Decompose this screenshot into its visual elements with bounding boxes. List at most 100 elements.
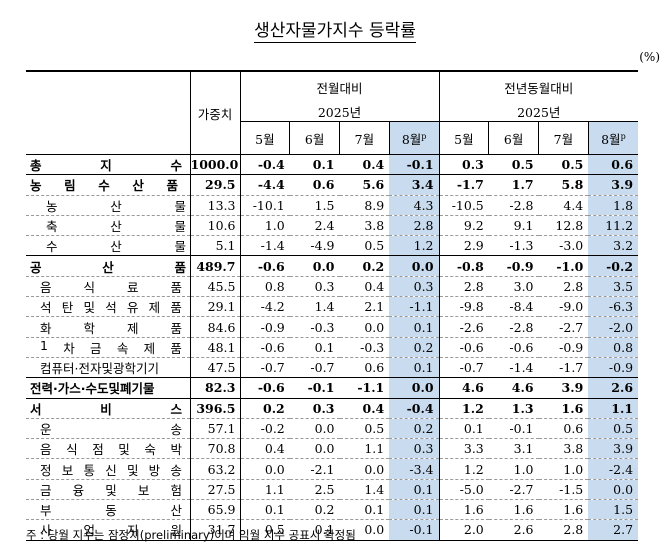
- yoy-value: 3.0: [488, 275, 539, 297]
- mom-value: 2.1: [339, 296, 390, 317]
- yoy-value: -2.7: [538, 316, 589, 338]
- mom-value: -0.1: [289, 377, 340, 399]
- table-row: 농 산 물 13.3 -10.1 1.5 8.9 4.3 -10.5 -2.8 4.4 1.8: [26, 194, 639, 216]
- row-name: 컴퓨터·전자및광학기기: [26, 356, 190, 378]
- row-weight: 48.1: [189, 336, 240, 358]
- mom-value: -0.7: [239, 356, 290, 378]
- mom-value: 0.0: [389, 255, 440, 277]
- header-month: 5월: [438, 121, 489, 155]
- mom-value: 0.4: [239, 438, 290, 459]
- yoy-value: -1.3: [488, 235, 539, 256]
- yoy-value: -9.0: [538, 296, 589, 317]
- yoy-value: -1.7: [438, 174, 489, 196]
- table-row: 운 송 57.1 -0.2 0.0 0.5 0.2 0.1 -0.1 0.6 0.5: [26, 417, 639, 439]
- mom-value: -4.9: [289, 235, 340, 256]
- mom-value: 0.5: [239, 519, 290, 541]
- yoy-value: 0.6: [538, 417, 589, 439]
- yoy-value: 0.8: [588, 336, 639, 358]
- yoy-value: 1.1: [588, 397, 639, 419]
- header-month-prelim: 8월p: [388, 121, 440, 155]
- yoy-value: 3.8: [538, 438, 589, 459]
- yoy-value: 3.9: [588, 438, 639, 459]
- yoy-value: -8.4: [488, 296, 539, 317]
- header-year-mom: 2025년: [239, 102, 440, 122]
- mom-value: 0.0: [389, 377, 440, 399]
- mom-value: 0.2: [389, 336, 440, 358]
- mom-value: 0.3: [389, 275, 440, 297]
- yoy-value: 1.6: [438, 499, 489, 520]
- yoy-value: 1.3: [488, 397, 539, 419]
- table-row: 농 림 수 산 품 29.5 -4.4 0.6 5.6 3.4 -1.7 1.7 5.8 3.9: [26, 174, 639, 196]
- table-row: 서 비 스 396.5 0.2 0.3 0.4 -0.4 1.2 1.3 1.6 1.1: [26, 397, 639, 419]
- mom-value: 0.2: [239, 397, 290, 419]
- yoy-value: 2.0: [438, 519, 489, 541]
- yoy-value: 0.3: [438, 153, 489, 175]
- header-year-yoy: 2025년: [438, 102, 639, 122]
- yoy-value: -0.2: [588, 255, 639, 277]
- yoy-value: -6.3: [588, 296, 639, 317]
- yoy-value: 1.2: [438, 458, 489, 480]
- yoy-value: -0.9: [538, 336, 589, 358]
- table-row: 석 탄 및 석 유 제 품 29.1 -4.2 1.4 2.1 -1.1 -9.8 -8.4 -9.0 -6.…: [26, 296, 639, 317]
- yoy-value: 0.5: [538, 153, 589, 175]
- mom-value: 0.1: [289, 519, 340, 541]
- mom-value: 0.0: [239, 458, 290, 480]
- mom-value: 0.0: [339, 316, 390, 338]
- yoy-value: 0.5: [588, 417, 639, 439]
- mom-value: 2.8: [389, 214, 440, 236]
- row-weight: 10.6: [189, 214, 240, 236]
- mom-value: 3.8: [339, 214, 390, 236]
- yoy-value: 11.2: [588, 214, 639, 236]
- yoy-value: 3.1: [488, 438, 539, 459]
- yoy-value: -2.0: [588, 316, 639, 338]
- page-title: 생산자물가지수 등락률: [254, 21, 416, 43]
- mom-value: 1.1: [239, 478, 290, 500]
- mom-value: 0.2: [289, 499, 340, 520]
- yoy-value: -1.4: [488, 356, 539, 378]
- mom-value: 1.5: [289, 194, 340, 216]
- mom-value: -10.1: [239, 194, 290, 216]
- yoy-value: -5.0: [438, 478, 489, 500]
- yoy-value: -0.9: [488, 255, 539, 277]
- table-row: 공 산 품 489.7 -0.6 0.0 0.2 0.0 -0.8 -0.9 -1.0 -0.2: [26, 255, 639, 277]
- mom-value: 5.6: [339, 174, 390, 196]
- yoy-value: -0.9: [588, 356, 639, 378]
- yoy-value: 1.6: [538, 397, 589, 419]
- row-weight: 29.5: [189, 174, 240, 196]
- table-row: 1 차 금 속 제 품 48.1 -0.6 0.1 -0.3 0.2 -0.6 -0.6 -0.9 0.8: [26, 336, 639, 358]
- yoy-value: 4.4: [538, 194, 589, 216]
- header-mom: 전월대비: [239, 70, 440, 102]
- mom-value: -0.2: [239, 417, 290, 439]
- yoy-value: -1.7: [538, 356, 589, 378]
- mom-value: -2.1: [289, 458, 340, 480]
- yoy-value: -0.7: [438, 356, 489, 378]
- row-weight: 5.1: [189, 235, 240, 256]
- table-row: 음 식 점 및 숙 박 70.8 0.4 0.0 1.1 0.3 3.3 3.1 3.8 3.9: [26, 438, 639, 459]
- yoy-value: 1.8: [588, 194, 639, 216]
- yoy-value: 1.6: [538, 499, 589, 520]
- mom-value: 1.4: [289, 296, 340, 317]
- row-weight: 31.7: [189, 519, 240, 541]
- mom-value: -0.3: [289, 316, 340, 338]
- yoy-value: 0.5: [488, 153, 539, 175]
- mom-value: -1.1: [339, 377, 390, 399]
- mom-value: 0.3: [389, 438, 440, 459]
- header-yoy: 전년동월대비: [438, 70, 639, 102]
- row-weight: 65.9: [189, 499, 240, 520]
- table-row: 총 지 수 1000.0 -0.4 0.1 0.4 -0.1 0.3 0.5 0.5 0.6: [26, 153, 639, 175]
- yoy-value: 1.0: [488, 458, 539, 480]
- table-row: 음 식 료 품 45.5 0.8 0.3 0.4 0.3 2.8 3.0 2.8 3.5: [26, 275, 639, 297]
- row-weight: 396.5: [189, 397, 240, 419]
- row-weight: 70.8: [189, 438, 240, 459]
- mom-value: -0.9: [239, 316, 290, 338]
- header-month: 6월: [488, 121, 539, 155]
- row-name: 전력·가스·수도및폐기물: [26, 377, 190, 399]
- mom-value: 0.8: [239, 275, 290, 297]
